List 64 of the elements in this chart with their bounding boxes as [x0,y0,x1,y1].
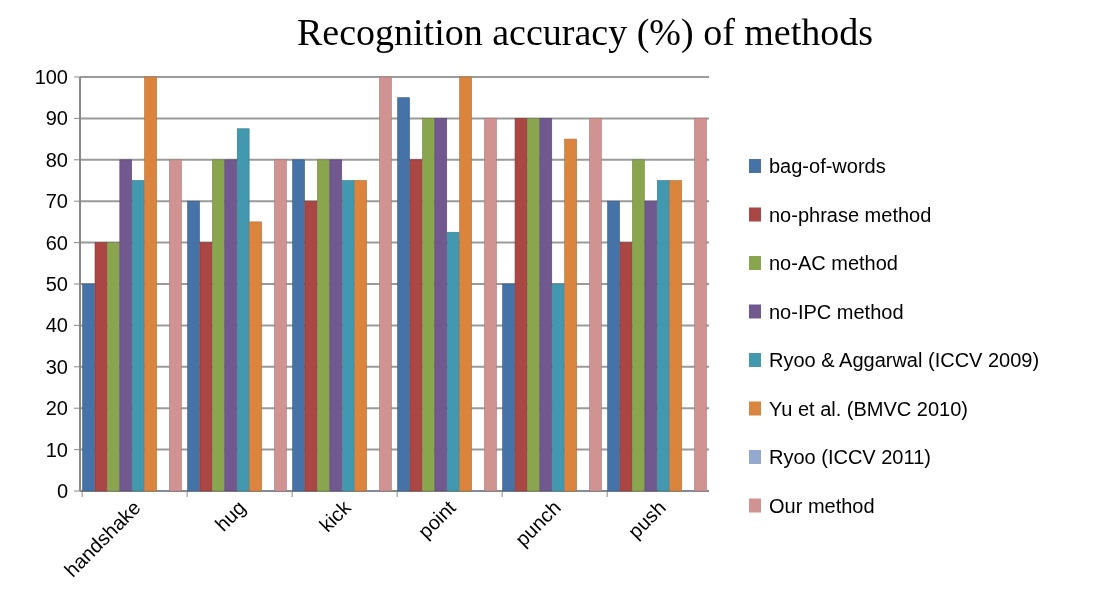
bar [694,118,707,492]
bar [446,231,460,492]
x-tick-label: hug [210,496,250,536]
bar [249,221,262,492]
y-tick-label: 10 [45,438,68,461]
bar [317,159,330,492]
bar [107,242,120,492]
bar [459,76,472,492]
bar [527,118,540,492]
legend-label: no-phrase method [769,203,932,226]
bar [619,242,633,492]
bar [379,76,392,492]
bar [434,118,448,492]
y-tick-label: 100 [34,66,68,88]
bar [131,180,145,492]
bar [329,159,343,492]
bar [669,180,682,492]
legend-label: Yu et al. (BMVC 2010) [769,397,968,420]
y-tick-label: 50 [45,273,68,295]
x-tick-label: kick [314,495,356,537]
y-tick-label: 0 [56,480,68,502]
bar [551,283,565,492]
bar [644,200,658,492]
legend-label: no-IPC method [769,300,904,323]
bar [484,118,497,492]
bar [502,283,515,492]
legend-label: Ryoo (ICCV 2011) [769,446,931,468]
bar [564,138,577,492]
bar [539,118,553,492]
bar [607,200,620,492]
bar [144,76,157,492]
legend-label: Our method [769,494,875,517]
bar [409,159,423,492]
bar [632,159,645,492]
bar [341,180,355,492]
bar [199,242,213,492]
y-tick-label: 30 [45,355,68,378]
y-tick-label: 40 [45,314,68,337]
bar [292,159,305,492]
bar [274,159,287,492]
bar [422,118,435,492]
bar [119,159,133,492]
chart-title: Recognition accuracy (%) of methods [296,11,874,54]
y-tick-label: 90 [45,107,68,130]
bar [656,180,670,492]
legend-label: no-AC method [769,252,898,274]
legend-label: Ryoo & Aggarwal (ICCV 2009) [769,349,1040,371]
bar [354,180,367,492]
y-tick-label: 80 [45,148,68,171]
y-tick-label: 60 [45,231,68,254]
legend-label: bag-of-words [769,155,886,177]
bar [94,242,108,492]
y-tick-label: 20 [45,397,68,420]
bar [514,118,528,492]
y-tick-label: 70 [45,190,68,213]
bar [212,159,225,492]
bar [236,128,250,492]
bar [589,118,602,492]
bar [224,159,238,492]
bar [304,200,318,492]
bar [82,283,95,492]
bar [187,200,200,492]
bar [169,159,182,492]
bar [397,97,410,492]
